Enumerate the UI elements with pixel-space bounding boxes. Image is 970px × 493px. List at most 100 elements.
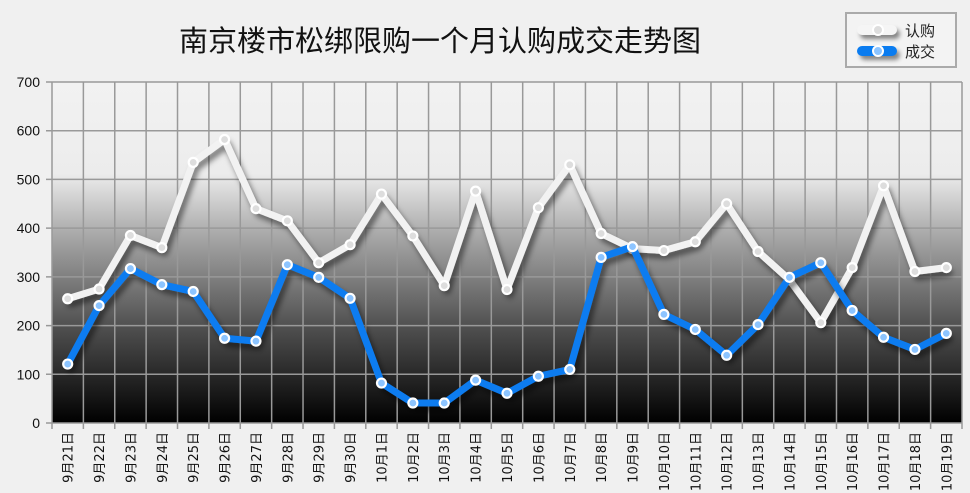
data-point bbox=[93, 299, 105, 312]
data-point bbox=[218, 133, 231, 146]
x-tick-label: 10月5日 bbox=[501, 432, 516, 483]
data-point bbox=[783, 271, 796, 283]
data-point bbox=[940, 327, 952, 339]
data-point bbox=[815, 317, 827, 329]
data-point bbox=[658, 244, 670, 257]
data-point bbox=[752, 318, 764, 331]
x-tick-label: 10月4日 bbox=[470, 432, 485, 483]
x-tick-label: 10月19日 bbox=[940, 432, 955, 491]
data-point bbox=[658, 308, 670, 320]
data-point bbox=[877, 331, 890, 343]
data-point bbox=[470, 185, 482, 197]
data-point bbox=[501, 387, 513, 399]
y-tick-label: 600 bbox=[17, 123, 41, 139]
data-point bbox=[909, 343, 921, 356]
x-tick-label: 10月15日 bbox=[815, 432, 830, 491]
data-point bbox=[689, 323, 701, 336]
x-tick-label: 9月26日 bbox=[219, 432, 234, 483]
data-point bbox=[564, 159, 576, 171]
data-point bbox=[344, 239, 356, 251]
data-point bbox=[156, 279, 168, 291]
data-point bbox=[187, 285, 199, 298]
y-tick-label: 200 bbox=[17, 318, 41, 334]
data-point bbox=[877, 180, 890, 192]
legend-item-subscription: 认购 bbox=[857, 21, 936, 40]
x-tick-label: 9月29日 bbox=[313, 432, 328, 483]
data-point bbox=[595, 251, 607, 263]
x-tick-label: 9月25日 bbox=[187, 432, 202, 483]
data-point bbox=[281, 259, 293, 271]
x-tick-label: 10月13日 bbox=[752, 432, 767, 491]
data-point bbox=[344, 292, 356, 304]
data-point bbox=[532, 370, 544, 382]
x-tick-label: 10月11日 bbox=[689, 432, 704, 491]
data-point bbox=[846, 304, 858, 317]
data-point bbox=[909, 265, 921, 278]
data-point bbox=[407, 397, 419, 409]
x-tick-label: 9月28日 bbox=[281, 432, 296, 483]
x-tick-label: 10月2日 bbox=[407, 432, 422, 483]
data-point bbox=[93, 283, 105, 295]
data-point bbox=[626, 241, 639, 253]
x-tick-label: 10月9日 bbox=[627, 432, 642, 483]
x-tick-label: 10月8日 bbox=[595, 432, 610, 483]
legend-label: 成交 bbox=[905, 42, 936, 61]
x-tick-label: 10月16日 bbox=[846, 432, 861, 491]
data-point bbox=[250, 335, 262, 347]
x-tick-label: 10月6日 bbox=[532, 432, 547, 483]
data-point bbox=[407, 230, 419, 242]
data-point bbox=[721, 198, 733, 210]
data-point bbox=[62, 293, 74, 305]
x-tick-label: 9月30日 bbox=[344, 432, 359, 483]
data-point bbox=[689, 236, 701, 248]
y-tick-label: 100 bbox=[17, 366, 41, 382]
data-point bbox=[281, 215, 293, 227]
chart-title: 南京楼市松绑限购一个月认购成交走势图 bbox=[178, 24, 701, 58]
data-point bbox=[124, 229, 137, 242]
data-point bbox=[313, 257, 325, 269]
data-point bbox=[752, 245, 764, 258]
data-point bbox=[564, 363, 576, 376]
data-point bbox=[846, 262, 858, 274]
data-point bbox=[721, 349, 733, 361]
data-point bbox=[438, 280, 450, 292]
data-point bbox=[62, 358, 74, 370]
legend-swatch-subscription bbox=[857, 24, 897, 36]
data-point bbox=[250, 203, 262, 215]
x-tick-label: 10月7日 bbox=[564, 432, 579, 483]
y-tick-label: 700 bbox=[17, 74, 41, 90]
data-point bbox=[313, 271, 325, 283]
data-point bbox=[156, 242, 168, 254]
legend-swatch-deal bbox=[857, 45, 897, 57]
data-point bbox=[470, 374, 482, 386]
data-point bbox=[532, 202, 544, 214]
x-tick-label: 9月23日 bbox=[124, 432, 139, 483]
x-tick-label: 9月21日 bbox=[62, 432, 77, 483]
legend: 认购 成交 bbox=[845, 12, 957, 68]
data-point bbox=[595, 227, 607, 240]
data-point bbox=[218, 332, 231, 344]
data-point bbox=[940, 262, 952, 274]
x-tick-label: 10月10日 bbox=[658, 432, 673, 491]
data-point bbox=[501, 283, 513, 296]
x-tick-label: 10月1日 bbox=[375, 432, 390, 483]
x-tick-label: 10月14日 bbox=[783, 432, 798, 491]
y-tick-label: 400 bbox=[17, 220, 41, 236]
x-tick-label: 9月27日 bbox=[250, 432, 265, 483]
plot-background bbox=[52, 82, 962, 423]
x-tick-label: 10月17日 bbox=[878, 432, 893, 491]
y-tick-label: 0 bbox=[32, 415, 40, 431]
x-tick-label: 10月12日 bbox=[721, 432, 736, 491]
x-tick-label: 10月18日 bbox=[909, 432, 924, 491]
x-tick-label: 9月24日 bbox=[156, 432, 171, 483]
data-point bbox=[375, 188, 388, 200]
data-point bbox=[187, 156, 199, 168]
data-point bbox=[375, 377, 388, 389]
data-point bbox=[124, 262, 137, 275]
data-point bbox=[815, 257, 827, 269]
x-tick-label: 10月3日 bbox=[438, 432, 453, 483]
y-tick-label: 300 bbox=[17, 269, 41, 285]
data-point bbox=[438, 397, 450, 409]
legend-label: 认购 bbox=[905, 21, 936, 40]
